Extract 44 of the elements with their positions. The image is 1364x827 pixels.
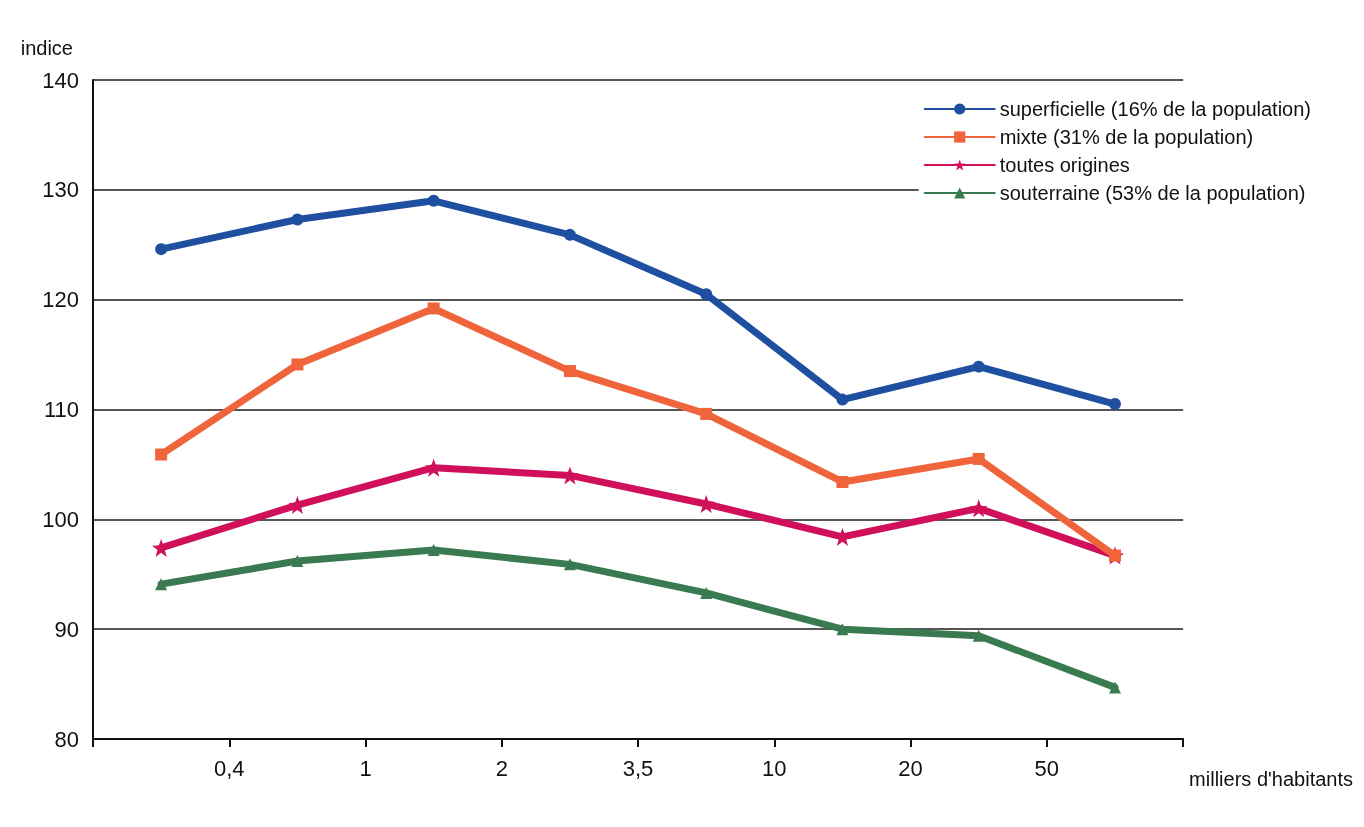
point	[836, 475, 849, 488]
y-tick-label: 130	[42, 177, 79, 203]
y-tick-label: 90	[54, 616, 79, 642]
point	[291, 213, 304, 226]
point	[700, 407, 713, 420]
point	[836, 623, 849, 636]
text: 2	[495, 755, 508, 781]
point	[836, 393, 849, 406]
text: 1	[359, 755, 372, 781]
legend-label: superficielle (16% de la population)	[999, 98, 1312, 120]
y-tick-label: 120	[42, 287, 79, 313]
point	[972, 629, 985, 642]
y-tick-label: 80	[54, 726, 79, 752]
y-tick-label: 110	[43, 397, 79, 422]
text: 20	[898, 755, 923, 781]
x-axis-title: milliers d'habitants	[1189, 768, 1353, 790]
point	[700, 288, 713, 301]
legend-label: toutes origines	[999, 154, 1130, 176]
legend-label: souterraine (53% de la population)	[999, 182, 1306, 204]
text: 3,5	[622, 755, 654, 781]
point	[1108, 398, 1121, 410]
point	[155, 243, 168, 256]
point	[972, 452, 985, 465]
point	[969, 499, 988, 518]
point	[700, 586, 713, 599]
point	[563, 365, 576, 378]
text: 0,4	[213, 755, 245, 781]
y-axis-title: indice	[20, 37, 73, 59]
point	[155, 578, 168, 591]
point	[563, 558, 576, 571]
point	[563, 228, 576, 241]
legend-label: mixte (31% de la population)	[999, 126, 1254, 148]
y-tick-label: 100	[42, 506, 79, 532]
y-tick-label: 140	[42, 67, 79, 93]
point	[1108, 681, 1121, 694]
text: 10	[762, 755, 787, 781]
text: 50	[1034, 755, 1060, 781]
point	[427, 194, 440, 207]
point	[291, 358, 304, 371]
point	[972, 360, 985, 373]
point	[155, 448, 168, 461]
point	[291, 555, 304, 568]
point	[427, 302, 440, 315]
point	[427, 544, 440, 557]
